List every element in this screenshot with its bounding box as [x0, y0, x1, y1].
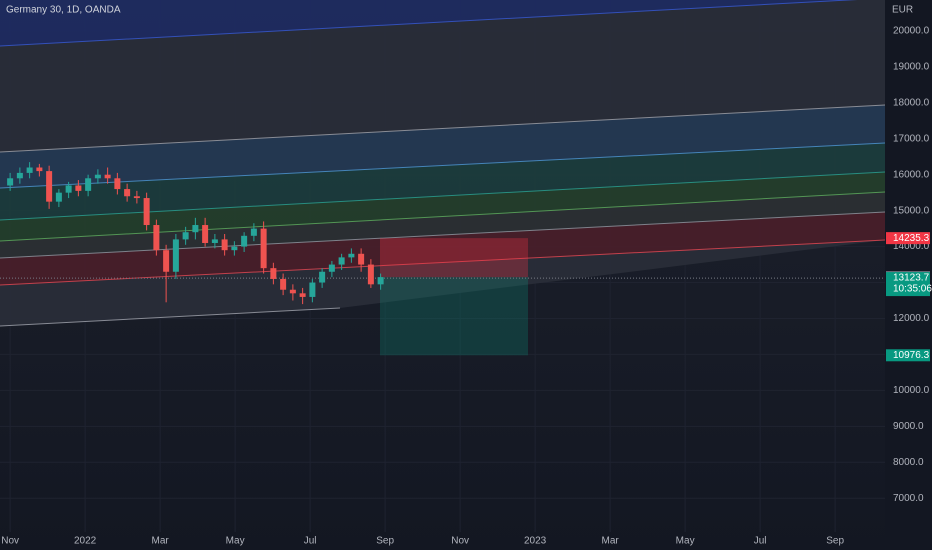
candle-body	[172, 239, 179, 272]
channel-line	[0, 239, 886, 286]
currency: EUR	[892, 5, 913, 16]
y-tick-label: 8000.0	[893, 457, 924, 468]
candle-body	[367, 264, 374, 285]
price-label: 13123.7	[893, 273, 930, 284]
candle-body	[143, 198, 150, 226]
position-tool	[0, 238, 885, 356]
candle-body	[36, 167, 43, 172]
candle-body	[338, 257, 345, 265]
candle-body	[319, 271, 326, 283]
candle-body	[299, 293, 306, 297]
candle-body	[328, 264, 335, 272]
candle-body	[280, 278, 287, 290]
x-tick-label: Nov	[451, 536, 469, 547]
candle-body	[231, 246, 238, 251]
x-tick-label: 2022	[74, 536, 97, 547]
channel-line	[0, 211, 886, 259]
band	[0, 172, 885, 241]
chart-title: Germany 30, 1D, OANDA	[6, 5, 121, 16]
candle-body	[55, 192, 62, 202]
y-tick-label: 19000.0	[893, 62, 930, 73]
band	[0, 105, 885, 188]
band	[0, 192, 885, 258]
y-tick-label: 14000.0	[893, 241, 930, 252]
candle-body	[124, 189, 131, 197]
candle-body	[104, 174, 111, 179]
channel-line	[0, 307, 341, 327]
candle-body	[65, 185, 72, 193]
band	[0, 0, 885, 46]
channel-line	[0, 191, 886, 242]
channel-line	[0, 104, 886, 153]
price-label-box	[886, 232, 930, 245]
candle-body	[16, 172, 23, 179]
candle-body	[153, 225, 160, 251]
x-tick-label: Mar	[152, 536, 170, 547]
candle-body	[26, 167, 33, 173]
y-tick-label: 16000.0	[893, 169, 930, 180]
candle-body	[94, 174, 101, 179]
x-tick-label: May	[226, 536, 245, 547]
candle-body	[192, 225, 199, 233]
price-label: 14235.3	[893, 233, 930, 244]
x-tick-label: Jul	[754, 536, 767, 547]
band	[0, 240, 885, 326]
channel-line	[0, 142, 886, 189]
candle-body	[358, 253, 365, 265]
candle-body	[46, 171, 53, 202]
price-label-box	[886, 349, 930, 362]
candle-body	[260, 228, 267, 269]
x-tick-label: Jul	[304, 536, 317, 547]
x-tick-label: Sep	[376, 536, 394, 547]
x-tick-label: Sep	[826, 536, 844, 547]
candle-body	[202, 225, 209, 243]
candle-body	[85, 178, 92, 191]
band	[0, 212, 885, 285]
candle-body	[241, 235, 248, 247]
y-tick-label: 18000.0	[893, 97, 930, 108]
x-tick-label: 2023	[524, 536, 547, 547]
candle-body	[211, 239, 218, 243]
price-label-box	[886, 272, 930, 297]
y-tick-label: 20000.0	[893, 26, 930, 37]
profit-zone	[380, 277, 528, 356]
candle-body	[348, 253, 355, 258]
y-tick-label: 10000.0	[893, 385, 930, 396]
price-axis: EUR 7000.08000.09000.010000.011000.01200…	[885, 0, 932, 550]
candle-body	[377, 277, 384, 285]
y-tick-label: 9000.0	[893, 421, 924, 432]
channel-drawing	[0, 0, 886, 327]
channel-line	[0, 0, 858, 47]
candle-body	[270, 268, 277, 279]
band	[0, 0, 885, 152]
candle-body	[7, 178, 14, 186]
candle-body	[133, 196, 140, 199]
x-tick-label: Mar	[602, 536, 620, 547]
loss-zone	[380, 238, 528, 278]
x-tick-label: Nov	[1, 536, 19, 547]
price-label: 10976.3	[893, 350, 930, 361]
candle-body	[75, 185, 82, 191]
y-tick-label: 15000.0	[893, 205, 930, 216]
y-tick-label: 7000.0	[893, 493, 924, 504]
candle-body	[114, 178, 121, 190]
candle-body	[182, 232, 189, 240]
candle-body	[250, 228, 257, 236]
y-tick-label: 17000.0	[893, 133, 930, 144]
candles	[7, 162, 384, 305]
candle-body	[289, 289, 296, 294]
y-tick-label: 12000.0	[893, 313, 930, 324]
countdown: 10:35:06	[893, 284, 932, 295]
x-tick-label: May	[676, 536, 695, 547]
candle-body	[309, 282, 316, 297]
candle-body	[221, 239, 228, 251]
candle-body	[163, 250, 170, 272]
band	[0, 143, 885, 220]
